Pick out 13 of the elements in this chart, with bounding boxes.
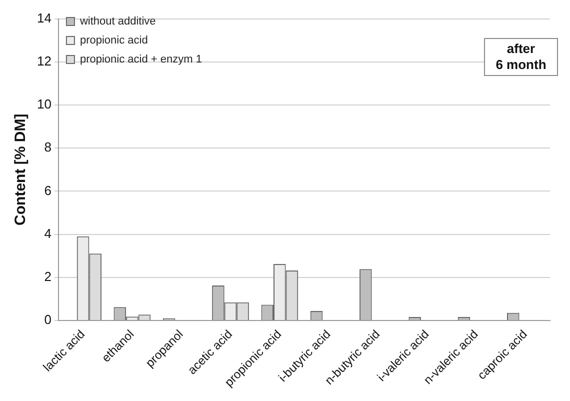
y-tick-label: 10 [36,96,52,112]
legend-label: propionic acid [80,34,148,47]
y-tick-label: 14 [36,10,52,26]
y-tick-label: 4 [44,226,52,241]
annotation: after 6 month [484,38,558,76]
y-tick-label: 0 [44,312,52,328]
y-axis-title: Content [% DM] [12,114,30,226]
y-tick-label: 12 [36,53,52,68]
legend-label: propionic acid + enzym 1 [80,54,202,66]
y-tick-label: 2 [44,268,52,284]
legend-label: without additive [78,16,156,28]
y-tick-label: 6 [44,182,52,198]
y-tick-label: 8 [44,140,52,155]
